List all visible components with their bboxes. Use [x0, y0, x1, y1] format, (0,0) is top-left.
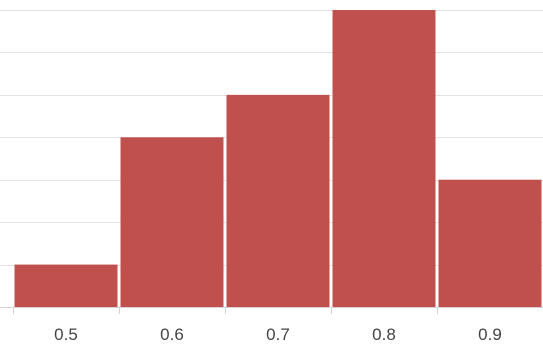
bar-0.8 — [332, 10, 436, 307]
x-axis: 0.5 0.6 0.7 0.8 0.9 — [0, 307, 543, 344]
x-tick-label-0.5: 0.5 — [54, 325, 78, 344]
x-tick-label-0.6: 0.6 — [160, 325, 184, 344]
x-tick-label-0.8: 0.8 — [372, 325, 396, 344]
x-tick-label-0.9: 0.9 — [478, 325, 502, 344]
bar-0.6 — [120, 137, 224, 307]
bar-0.9 — [438, 179, 542, 307]
x-tick-label-0.7: 0.7 — [266, 325, 290, 344]
bar-0.7 — [226, 94, 330, 307]
bars — [14, 10, 542, 307]
bar-0.5 — [14, 264, 118, 307]
